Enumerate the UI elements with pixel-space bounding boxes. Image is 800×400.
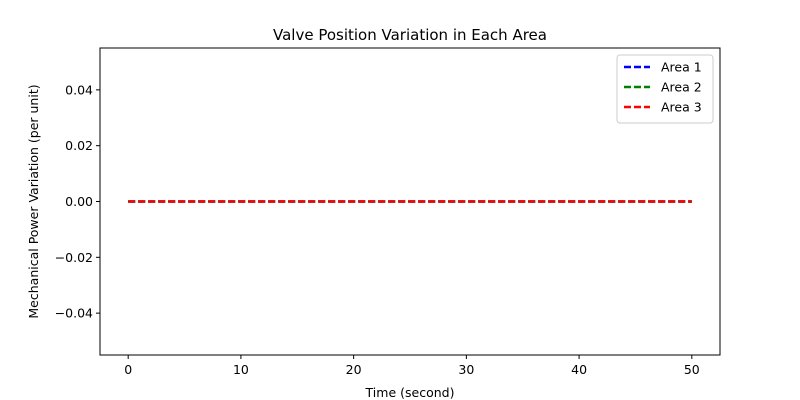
x-axis-label: Time (second)	[365, 385, 455, 400]
legend-label-area-1: Area 1	[661, 60, 702, 75]
y-tick-label: −0.04	[55, 306, 93, 321]
y-axis-ticks: −0.04 −0.02 0.00 0.02 0.04	[55, 82, 100, 321]
x-tick-label: 40	[571, 362, 587, 377]
legend-label-area-3: Area 3	[661, 100, 702, 115]
x-tick-label: 30	[458, 362, 474, 377]
legend-label-area-2: Area 2	[661, 80, 702, 95]
y-tick-label: 0.00	[65, 194, 93, 209]
x-tick-label: 50	[684, 362, 700, 377]
y-axis-label: Mechanical Power Variation (per unit)	[26, 84, 41, 318]
plot-area: 0 10 20 30 40 50 −0.04 −0.02 0.00 0.02 0.04	[55, 47, 721, 377]
chart-title: Valve Position Variation in Each Area	[273, 26, 547, 44]
legend: Area 1 Area 2 Area 3	[616, 54, 714, 124]
x-tick-label: 10	[233, 362, 249, 377]
y-tick-label: 0.02	[65, 138, 93, 153]
x-tick-label: 0	[124, 362, 132, 377]
y-tick-label: −0.02	[55, 250, 93, 265]
x-axis-ticks: 0 10 20 30 40 50	[124, 355, 700, 377]
y-tick-label: 0.04	[65, 82, 93, 97]
x-tick-label: 20	[346, 362, 362, 377]
